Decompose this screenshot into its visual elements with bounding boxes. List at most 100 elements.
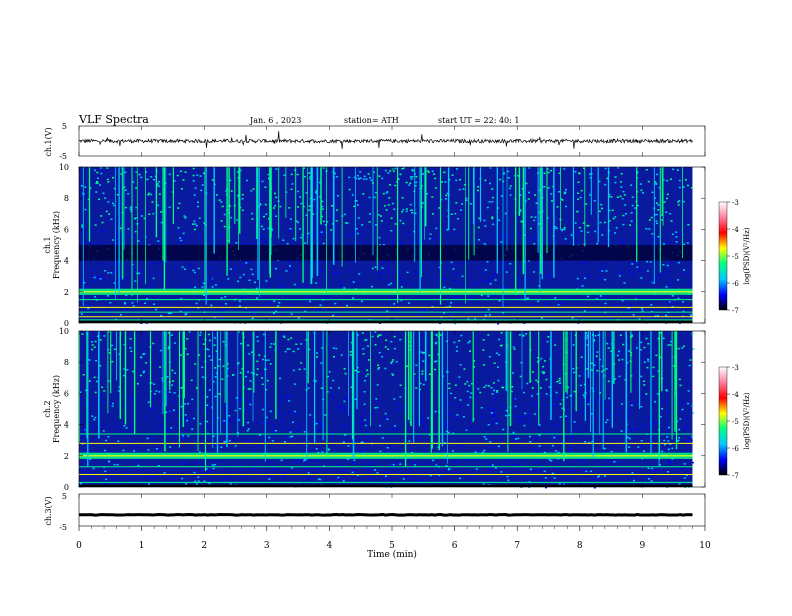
spectrogram-speckle — [288, 207, 291, 209]
spectrogram-speckle — [514, 464, 517, 466]
spectrogram-speckle — [201, 184, 204, 186]
spectrogram-speckle — [148, 213, 151, 215]
spectrogram-speckle — [93, 418, 96, 421]
spectrogram-speckle — [81, 224, 84, 226]
spectrogram-speckle — [216, 273, 219, 275]
spectrogram-speckle — [85, 389, 87, 392]
spectrogram-speckle — [640, 406, 643, 408]
spectrogram-speckle — [434, 177, 437, 180]
spectrogram-speckle — [652, 375, 655, 378]
spectrogram-speckle — [84, 208, 87, 211]
spectrogram-speckle — [618, 268, 621, 270]
spectrogram-speckle — [380, 277, 383, 279]
spectrogram-speckle — [636, 428, 639, 430]
spectrogram-speckle — [197, 205, 199, 208]
spectrogram-speckle — [651, 233, 654, 235]
frequency-tick-label: 10 — [59, 163, 69, 172]
spectrogram-speckle — [649, 244, 652, 246]
spectrogram-speckle — [214, 451, 217, 454]
spectrogram-speckle — [421, 370, 424, 372]
spectrogram-speckle — [256, 373, 259, 376]
spectrogram-speckle — [117, 426, 120, 428]
spectrogram-speckle — [397, 462, 399, 465]
spectrogram-speckle — [655, 220, 658, 222]
spectrogram-speckle — [250, 312, 253, 314]
spectrogram-speckle — [158, 185, 161, 187]
spectrogram-speckle — [676, 302, 679, 305]
spectrogram-speckle — [207, 333, 210, 336]
spectrogram-speckle — [265, 280, 268, 282]
spectrogram-speckle — [671, 233, 674, 235]
spectrogram-speckle — [572, 344, 575, 346]
spectrogram-speckle — [390, 446, 393, 449]
spectrogram-speckle — [251, 242, 254, 245]
spectrogram-speckle — [661, 238, 663, 240]
spectrogram-speckle — [247, 428, 250, 430]
spectrogram-speckle — [397, 271, 400, 273]
spectrogram-speckle — [493, 416, 496, 418]
spectrogram-speckle — [585, 470, 588, 473]
spectrogram-speckle — [490, 405, 493, 407]
spectrogram-speckle — [331, 432, 334, 434]
spectrogram-speckle — [105, 230, 108, 233]
spectrogram-speckle — [378, 244, 381, 246]
spectrogram-speckle — [321, 347, 324, 349]
spectrogram-speckle — [531, 395, 534, 397]
spectrogram-speckle — [287, 438, 290, 440]
spectrogram-speckle — [482, 349, 485, 351]
spectrogram-speckle — [654, 278, 657, 280]
spectrogram-speckle — [317, 308, 320, 311]
spectrogram-speckle — [318, 261, 321, 263]
spectrogram-speckle — [655, 222, 658, 225]
spectrogram-speckle — [315, 192, 318, 194]
spectrogram-speckle — [363, 391, 366, 393]
spectrogram-speckle — [557, 305, 560, 307]
spectrogram-speckle — [491, 393, 494, 395]
spectrogram-speckle — [466, 398, 469, 400]
spectrogram-speckle — [324, 438, 327, 440]
spectrogram-speckle — [415, 463, 418, 465]
spectrogram-speckle — [643, 450, 645, 452]
spectrogram-speckle — [203, 222, 206, 224]
time-axis-tick-label: 10 — [699, 541, 711, 551]
spectrogram-speckle — [438, 474, 440, 476]
spectrogram-speckle — [591, 440, 594, 443]
spectrogram-speckle — [554, 344, 557, 346]
spectrogram-speckle — [393, 425, 396, 427]
spectrogram-speckle — [214, 284, 217, 286]
spectrogram-speckle — [117, 440, 120, 442]
spectrogram-speckle — [663, 243, 665, 245]
spectrogram-speckle — [329, 387, 332, 389]
spectrogram-speckle — [399, 384, 402, 386]
spectrogram-speckle — [361, 422, 363, 425]
spectrogram-speckle — [157, 240, 160, 242]
spectrogram-speckle — [356, 204, 359, 206]
spectrogram-speckle — [390, 340, 393, 343]
spectrogram-speckle — [391, 168, 394, 170]
spectrogram-speckle — [405, 210, 408, 213]
spectrogram-speckle — [627, 307, 630, 309]
spectrogram-speckle — [510, 390, 513, 393]
spectrogram-speckle — [268, 217, 270, 220]
spectrogram-speckle — [360, 428, 363, 430]
spectrogram-speckle — [415, 364, 418, 367]
spectrogram-speckle — [229, 179, 232, 182]
spectrogram-speckle — [502, 406, 504, 409]
spectrogram-speckle — [450, 392, 453, 395]
spectrogram-speckle — [537, 300, 540, 303]
spectrogram-speckle — [432, 459, 435, 462]
spectrogram-speckle — [273, 467, 276, 470]
spectrogram-speckle — [360, 441, 363, 444]
spectrogram-speckle — [168, 206, 171, 209]
spectrogram-speckle — [479, 391, 482, 394]
spectrogram-speckle — [593, 364, 596, 366]
spectrogram-speckle — [274, 430, 277, 432]
spectrogram-speckle — [596, 242, 599, 245]
spectrogram-speckle — [249, 380, 252, 382]
spectrogram-speckle — [491, 216, 494, 218]
spectrogram-speckle — [574, 171, 577, 173]
spectrogram-speckle — [269, 363, 272, 365]
spectrogram-speckle — [326, 221, 329, 223]
spectrogram-speckle — [645, 425, 647, 427]
